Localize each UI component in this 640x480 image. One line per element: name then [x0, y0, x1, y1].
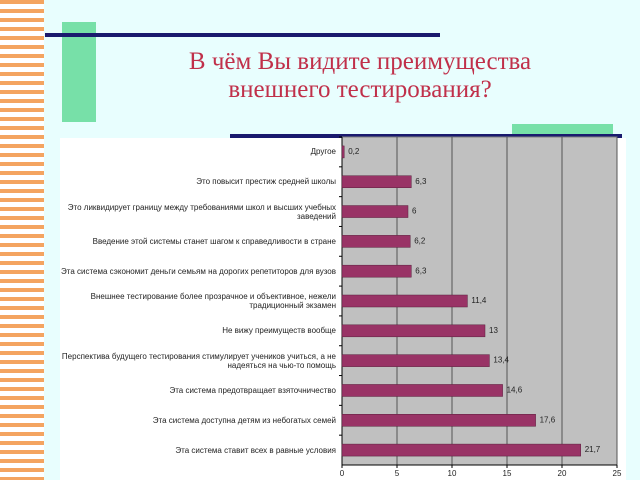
- title-line: внешнего тестирования?: [228, 76, 492, 103]
- value-label: 11,4: [471, 296, 487, 305]
- bar: [341, 175, 412, 188]
- value-label: 21,7: [585, 445, 601, 454]
- y-tick-label: Перспектива будущего тестирования стимул…: [61, 351, 336, 370]
- bar: [341, 443, 581, 457]
- value-label: 6,3: [415, 177, 427, 186]
- y-tick-label: Эта система доступна детям из небогатых …: [152, 415, 336, 425]
- y-tick-label: Другое: [310, 147, 336, 157]
- value-label: 6: [412, 207, 417, 216]
- decor-line: [45, 33, 440, 37]
- bar: [341, 235, 411, 248]
- bar: [341, 294, 468, 308]
- x-tick-label: 10: [448, 469, 457, 478]
- y-tick-label: Эта система предотвращает взяточничество: [169, 385, 336, 395]
- bar: [341, 414, 536, 427]
- decor-green-block: [512, 124, 613, 136]
- bar: [341, 264, 412, 278]
- y-tick-label: Это ликвидирует границу между требования…: [67, 202, 336, 221]
- slide-title: В чём Вы видите преимущества внешнего те…: [120, 48, 600, 104]
- x-tick-label: 25: [613, 469, 622, 478]
- title-line: В чём Вы видите преимущества: [188, 48, 532, 75]
- value-label: 13: [489, 326, 498, 335]
- y-tick-label: Не вижу преимуществ вообще: [222, 326, 336, 336]
- y-tick-label: Эта система сэкономит деньги семьям на д…: [61, 266, 336, 276]
- y-tick-label: Введение этой системы станет шагом к спр…: [92, 236, 336, 246]
- value-label: 17,6: [540, 415, 556, 424]
- y-tick-label: Это повысит престиж средней школы: [196, 177, 336, 187]
- decor-green-block: [62, 22, 96, 122]
- decor-line: [230, 134, 622, 138]
- bar: [341, 205, 409, 218]
- value-label: 6,2: [414, 236, 426, 245]
- decor-stripe: [0, 0, 44, 480]
- x-tick-label: 0: [340, 469, 345, 478]
- bar: [341, 145, 345, 159]
- x-tick-label: 15: [503, 469, 512, 478]
- bar: [341, 324, 486, 338]
- value-label: 0,2: [348, 147, 360, 156]
- bar: [341, 384, 503, 397]
- value-label: 13,4: [493, 356, 509, 365]
- x-tick-label: 5: [395, 469, 400, 478]
- y-tick-label: Эта система ставит всех в равные условия: [175, 445, 336, 455]
- value-label: 14,6: [507, 386, 523, 395]
- y-tick-label: Внешнее тестирование более прозрачное и …: [90, 291, 336, 310]
- x-tick-label: 20: [558, 469, 567, 478]
- bar: [341, 354, 490, 367]
- value-label: 6,3: [415, 266, 427, 275]
